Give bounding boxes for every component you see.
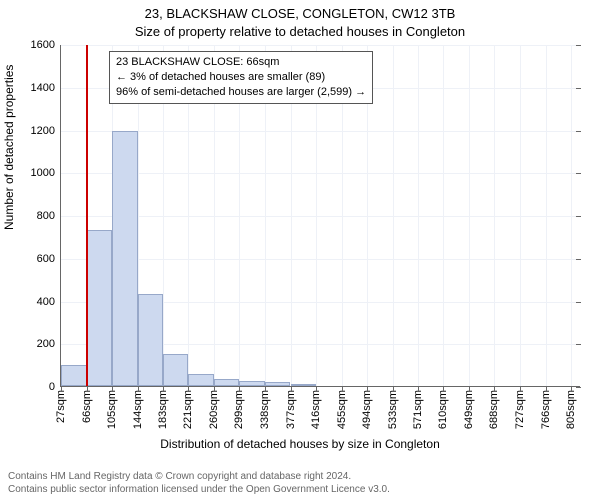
x-tick-mark bbox=[188, 386, 189, 391]
x-tick-mark bbox=[214, 386, 215, 391]
x-tick-label: 105sqm bbox=[106, 386, 118, 429]
annotation-line-3: 96% of semi-detached houses are larger (… bbox=[116, 85, 366, 100]
gridline-v bbox=[443, 45, 444, 386]
gridline-h bbox=[61, 45, 580, 46]
gridline-v bbox=[469, 45, 470, 386]
y-tick-mark bbox=[576, 45, 581, 46]
x-tick-label: 688sqm bbox=[488, 386, 500, 429]
y-tick-mark bbox=[576, 88, 581, 89]
histogram-bar bbox=[87, 230, 113, 386]
x-tick-mark bbox=[520, 386, 521, 391]
y-tick-label: 600 bbox=[37, 253, 61, 265]
x-axis-label: Distribution of detached houses by size … bbox=[0, 437, 600, 451]
x-tick-mark bbox=[87, 386, 88, 391]
x-tick-mark bbox=[316, 386, 317, 391]
x-tick-label: 533sqm bbox=[387, 386, 399, 429]
footer-attribution: Contains HM Land Registry data © Crown c… bbox=[8, 471, 592, 496]
y-tick-mark bbox=[576, 302, 581, 303]
x-tick-mark bbox=[393, 386, 394, 391]
x-tick-label: 144sqm bbox=[132, 386, 144, 429]
y-tick-label: 1000 bbox=[31, 167, 61, 179]
x-tick-mark bbox=[418, 386, 419, 391]
x-tick-label: 727sqm bbox=[514, 386, 526, 429]
gridline-v bbox=[520, 45, 521, 386]
x-tick-label: 455sqm bbox=[336, 386, 348, 429]
histogram-bar bbox=[291, 384, 317, 386]
x-tick-mark bbox=[443, 386, 444, 391]
x-tick-mark bbox=[342, 386, 343, 391]
y-tick-label: 800 bbox=[37, 210, 61, 222]
x-tick-label: 610sqm bbox=[437, 386, 449, 429]
footer-line-2: Contains public sector information licen… bbox=[8, 484, 592, 497]
gridline-h bbox=[61, 173, 580, 174]
footer-line-1: Contains HM Land Registry data © Crown c… bbox=[8, 471, 592, 484]
y-tick-mark bbox=[576, 259, 581, 260]
x-tick-mark bbox=[239, 386, 240, 391]
gridline-h bbox=[61, 259, 580, 260]
gridline-h bbox=[61, 131, 580, 132]
x-tick-mark bbox=[138, 386, 139, 391]
x-tick-label: 416sqm bbox=[310, 386, 322, 429]
x-tick-label: 27sqm bbox=[55, 386, 67, 423]
annotation-line-2: ← 3% of detached houses are smaller (89) bbox=[116, 70, 366, 85]
x-tick-label: 377sqm bbox=[285, 386, 297, 429]
annotation-line-1: 23 BLACKSHAW CLOSE: 66sqm bbox=[116, 55, 366, 70]
x-tick-mark bbox=[469, 386, 470, 391]
gridline-v bbox=[393, 45, 394, 386]
gridline-v bbox=[494, 45, 495, 386]
y-tick-label: 1600 bbox=[31, 39, 61, 51]
x-tick-mark bbox=[112, 386, 113, 391]
x-tick-label: 260sqm bbox=[208, 386, 220, 429]
y-tick-mark bbox=[576, 131, 581, 132]
gridline-v bbox=[418, 45, 419, 386]
histogram-bar bbox=[163, 354, 188, 386]
y-tick-mark bbox=[576, 173, 581, 174]
marker-line bbox=[86, 45, 88, 386]
y-tick-mark bbox=[576, 344, 581, 345]
x-tick-label: 571sqm bbox=[412, 386, 424, 429]
x-tick-mark bbox=[61, 386, 62, 391]
x-tick-label: 66sqm bbox=[81, 386, 93, 423]
x-tick-label: 494sqm bbox=[361, 386, 373, 429]
y-tick-label: 1400 bbox=[31, 82, 61, 94]
y-tick-label: 200 bbox=[37, 338, 61, 350]
x-tick-mark bbox=[163, 386, 164, 391]
x-tick-mark bbox=[265, 386, 266, 391]
histogram-bar bbox=[239, 381, 265, 386]
x-tick-mark bbox=[571, 386, 572, 391]
x-tick-label: 766sqm bbox=[540, 386, 552, 429]
gridline-v bbox=[546, 45, 547, 386]
annotation-box: 23 BLACKSHAW CLOSE: 66sqm ← 3% of detach… bbox=[109, 51, 373, 104]
gridline-h bbox=[61, 216, 580, 217]
x-tick-label: 649sqm bbox=[463, 386, 475, 429]
x-tick-label: 338sqm bbox=[259, 386, 271, 429]
title-line-1: 23, BLACKSHAW CLOSE, CONGLETON, CW12 3TB bbox=[0, 6, 600, 21]
histogram-bar bbox=[265, 382, 291, 386]
y-axis-label: Number of detached properties bbox=[2, 65, 16, 230]
y-tick-mark bbox=[576, 216, 581, 217]
histogram-bar bbox=[214, 379, 240, 386]
y-tick-label: 400 bbox=[37, 296, 61, 308]
x-tick-mark bbox=[291, 386, 292, 391]
x-tick-mark bbox=[546, 386, 547, 391]
chart-container: 23, BLACKSHAW CLOSE, CONGLETON, CW12 3TB… bbox=[0, 0, 600, 500]
gridline-v bbox=[571, 45, 572, 386]
x-tick-label: 221sqm bbox=[182, 386, 194, 429]
histogram-bar bbox=[112, 131, 138, 386]
histogram-bar bbox=[188, 374, 214, 386]
x-tick-label: 805sqm bbox=[565, 386, 577, 429]
x-tick-label: 299sqm bbox=[233, 386, 245, 429]
title-line-2: Size of property relative to detached ho… bbox=[0, 24, 600, 39]
x-tick-label: 183sqm bbox=[157, 386, 169, 429]
histogram-bar bbox=[138, 294, 164, 386]
y-tick-label: 1200 bbox=[31, 125, 61, 137]
x-tick-mark bbox=[494, 386, 495, 391]
plot-area: 0200400600800100012001400160027sqm66sqm1… bbox=[60, 45, 580, 387]
histogram-bar bbox=[61, 365, 87, 386]
x-tick-mark bbox=[367, 386, 368, 391]
